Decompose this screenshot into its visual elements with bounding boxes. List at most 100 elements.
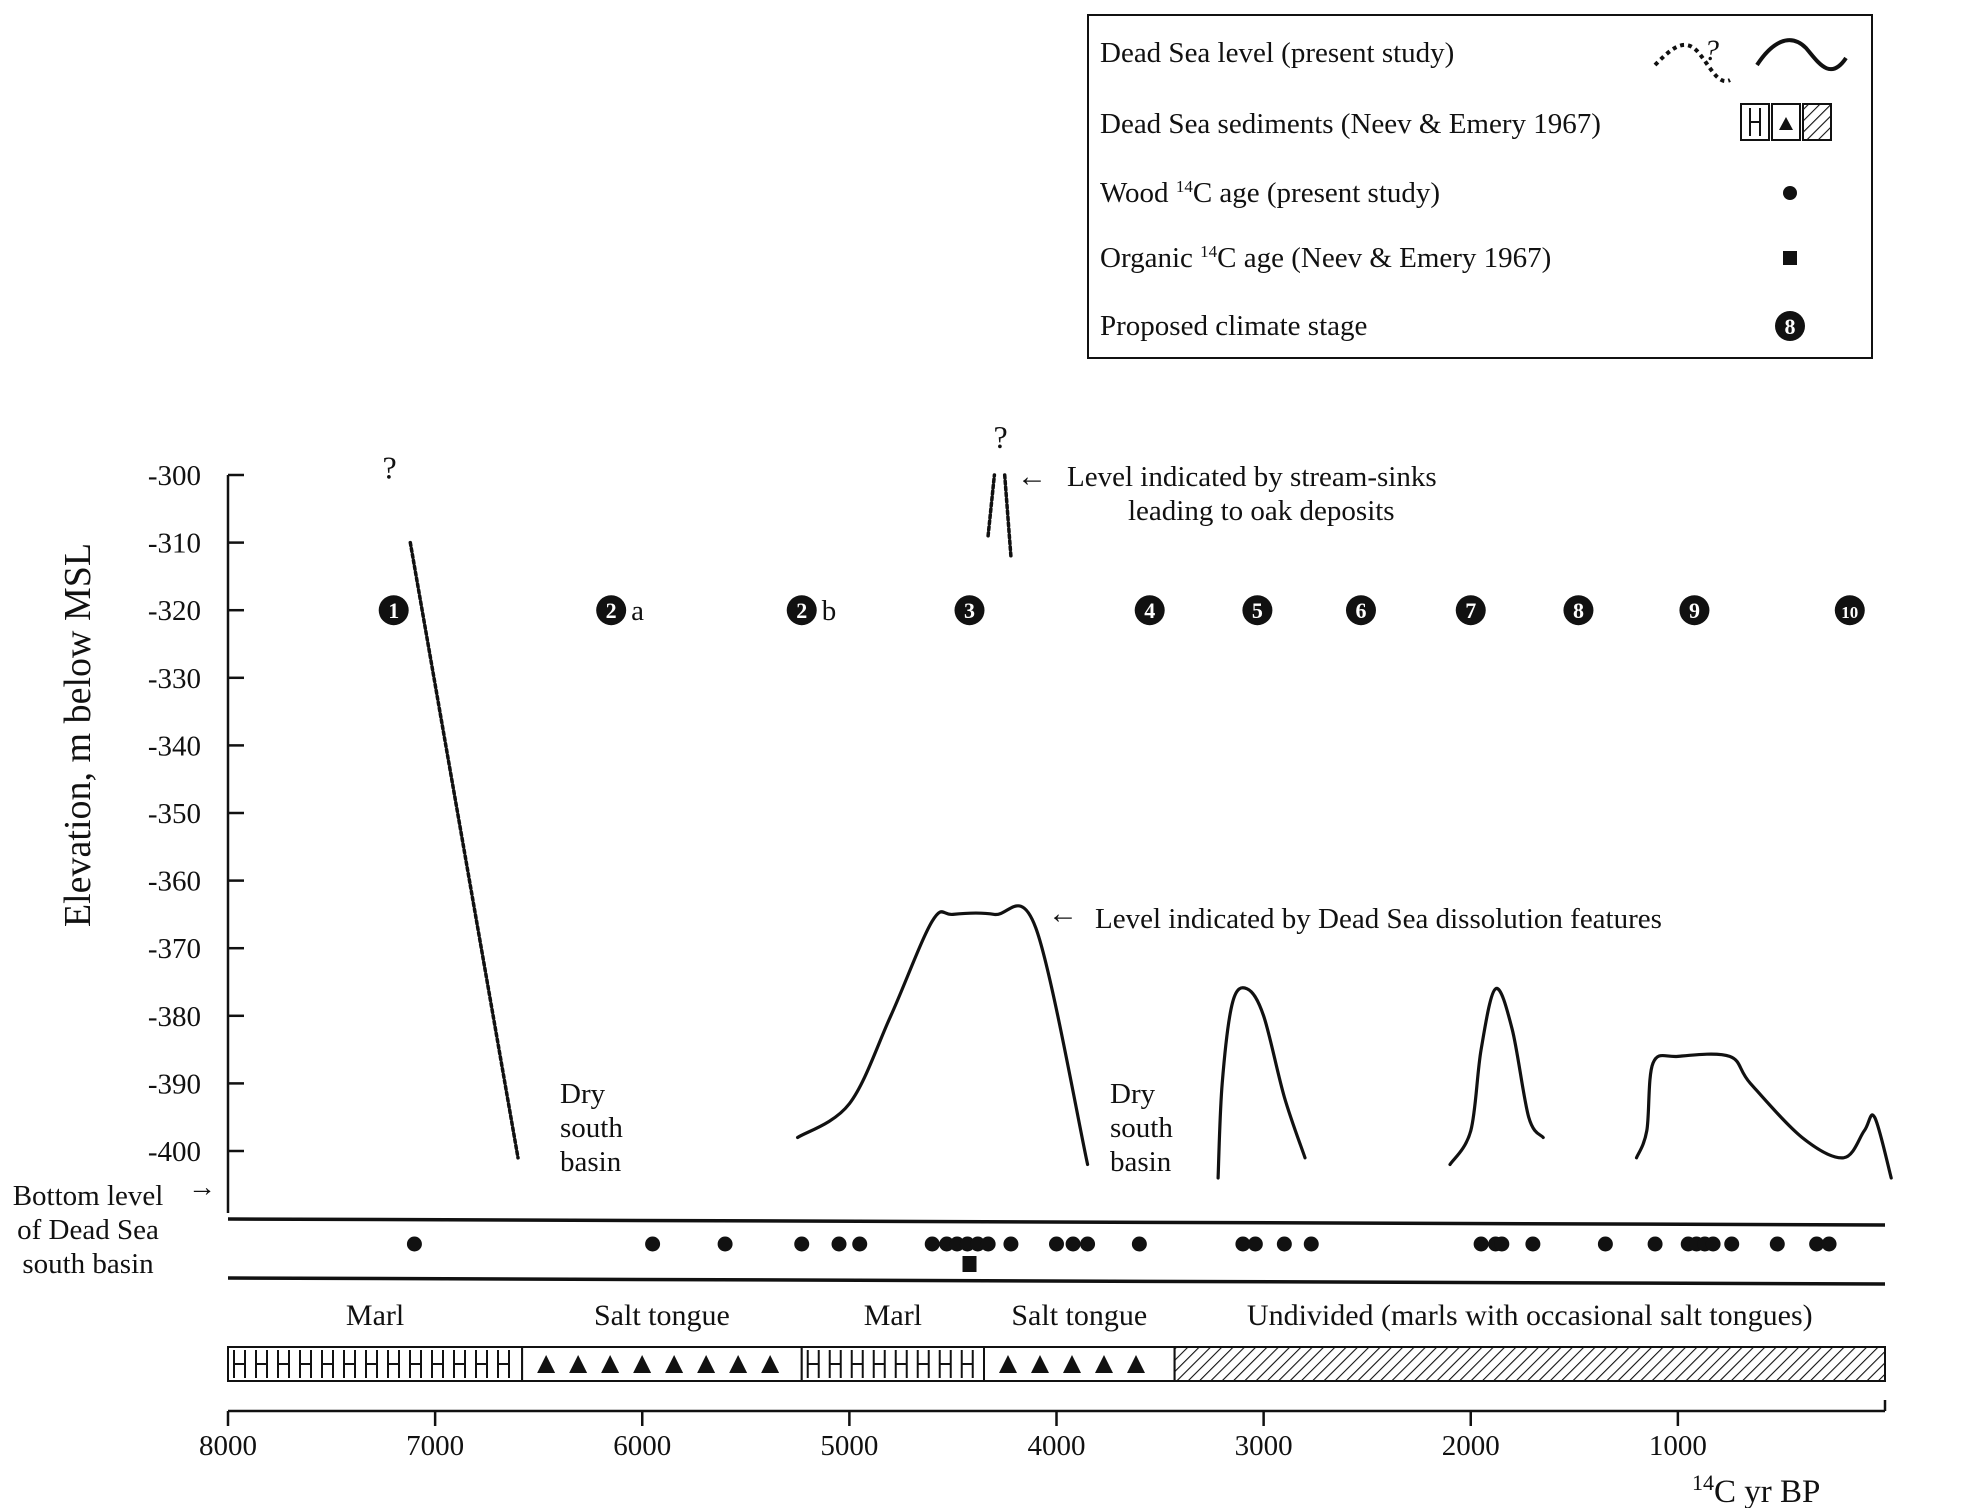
climate-stage-suffix: a	[631, 595, 644, 627]
climate-stage-suffix: b	[822, 595, 837, 627]
legend-wave-solid	[1755, 38, 1848, 72]
climate-stage-marker	[1242, 595, 1273, 626]
y-tick-label: -310	[148, 528, 201, 560]
level-curve-solid	[796, 904, 1090, 1167]
climate-stage-marker	[1563, 595, 1594, 626]
y-tick-label: -370	[148, 933, 201, 965]
curve-question-mark: ?	[382, 449, 396, 485]
legend-label-organic-sup: 14	[1200, 242, 1218, 261]
annotation-stream-sinks-arrow: ←	[1017, 460, 1047, 493]
x-tick-label: 1000	[1649, 1430, 1707, 1462]
sediment-salt-triangle	[633, 1355, 652, 1373]
climate-stage-marker	[596, 595, 627, 626]
wood-age-point	[1003, 1236, 1019, 1252]
sediment-salt-triangle	[1031, 1355, 1050, 1373]
x-axis: 8000 7000 6000 5000 4000 3000 2000 1000	[199, 1400, 1887, 1462]
sediment-salt-triangle	[697, 1355, 716, 1373]
legend-label-level: Dead Sea level (present study)	[1100, 37, 1454, 69]
curve-marks: ??	[382, 419, 1007, 485]
y-tick-label: -300	[148, 460, 201, 492]
climate-stage-number: 6	[1355, 598, 1366, 623]
legend-frame	[1087, 14, 1873, 359]
x-tick-label: 3000	[1235, 1430, 1293, 1462]
level-curve-solid	[1634, 1052, 1893, 1180]
annotation-bottom-level-line1: Bottom level	[13, 1180, 164, 1212]
wood-age-point	[406, 1236, 422, 1252]
legend-box-hatch	[1802, 103, 1832, 141]
y-axis: -300 -310 -320 -330 -340 -350 -360 -370 -380 -390…	[148, 460, 244, 1213]
y-axis-label: Elevation, m below MSL	[57, 543, 99, 927]
annotation-dry-basin-1-line1: Dry	[560, 1078, 606, 1110]
legend-symbol-climate-stage: 8	[1775, 311, 1805, 341]
level-curve-solid	[1216, 986, 1307, 1180]
annotation-dry-basin-1-line3: basin	[560, 1146, 622, 1178]
climate-stage-number: 2	[606, 598, 617, 623]
x-tick-label: 8000	[199, 1430, 257, 1462]
annotation-dissolution-arrow: ←	[1048, 897, 1078, 930]
sediment-salt-triangle	[537, 1355, 556, 1373]
wood-age-point	[970, 1236, 986, 1252]
x-tick-label: 4000	[1028, 1430, 1086, 1462]
climate-stage-number: 2	[796, 598, 807, 623]
sediment-salt-triangle	[665, 1355, 684, 1373]
wood-age-point	[1080, 1236, 1096, 1252]
sediment-salt-triangle	[601, 1355, 620, 1373]
climate-stage-marker	[1679, 595, 1710, 626]
climate-stage-marker	[1134, 595, 1165, 626]
wood-age-point	[1235, 1236, 1251, 1252]
y-tick-label: -390	[148, 1068, 201, 1100]
wood-age-point	[1303, 1236, 1319, 1252]
climate-stage-number: 10	[1841, 603, 1858, 622]
wood-age-point	[794, 1236, 810, 1252]
organic-age-point	[962, 1256, 977, 1272]
level-curve-solid	[1448, 987, 1545, 1167]
legend-wave-dashed	[1653, 43, 1731, 84]
y-tick-label: -400	[148, 1136, 201, 1168]
annotation-stream-sinks-line1: Level indicated by stream-sinks	[1067, 461, 1437, 493]
climate-stage-marker	[954, 595, 985, 626]
sediment-hatch-box	[1173, 1346, 1886, 1382]
age-band-top-line	[227, 1217, 1886, 1227]
level-curves	[408, 473, 1893, 1180]
legend-label-wood-sup: 14	[1176, 177, 1194, 196]
climate-stage-number: 5	[1252, 598, 1263, 623]
sediment-unit-label: Undivided (marls with occasional salt to…	[1247, 1299, 1813, 1332]
x-tick-label: 5000	[820, 1430, 878, 1462]
wood-age-point	[949, 1236, 965, 1252]
y-tick-label: -360	[148, 866, 201, 898]
annotation-bottom-level-line2: of Dead Sea	[17, 1214, 159, 1246]
legend-stage-circle	[1775, 311, 1805, 341]
wood-age-point	[1597, 1236, 1613, 1252]
wood-age-point	[1049, 1236, 1064, 1252]
climate-stages: 1 2 a 2 b 3 4 5 6 7 8 9 10	[378, 595, 1865, 627]
wood-age-point	[1705, 1236, 1721, 1252]
legend-label-organic: Organic 14C age (Neev & Emery 1967)	[1100, 242, 1551, 274]
sediment-unit-label: Salt tongue	[594, 1299, 730, 1332]
climate-stage-marker	[1345, 595, 1376, 626]
x-tick-label: 6000	[613, 1430, 671, 1462]
sediment-column: Marl Salt tongue Marl Salt tongue Undivided …	[227, 1299, 1886, 1382]
legend-symbol-sediments	[1740, 103, 1832, 141]
legend: Dead Sea level (present study) Dead Sea …	[1087, 14, 1873, 359]
wood-age-point	[831, 1236, 847, 1252]
sediment-box	[983, 1346, 1176, 1382]
wood-age-point	[1724, 1236, 1740, 1252]
climate-stage-marker	[378, 595, 409, 626]
annotation-dry-basin-2-line2: south	[1110, 1112, 1173, 1144]
annotation-dry-basin-1-line2: south	[560, 1112, 623, 1144]
legend-label-wood: Wood 14C age (present study)	[1100, 177, 1440, 209]
wood-age-point	[939, 1236, 955, 1252]
wood-age-point	[924, 1236, 940, 1252]
level-curve-dashed	[986, 473, 997, 538]
climate-stage-number: 1	[388, 598, 399, 623]
y-tick-label: -340	[148, 730, 201, 762]
x-tick-label: 2000	[1442, 1430, 1500, 1462]
annotation-dissolution: Level indicated by Dead Sea dissolution …	[1095, 903, 1662, 935]
legend-label-organic-part-1: Organic	[1100, 242, 1200, 274]
annotation-dry-basin-2-line1: Dry	[1110, 1078, 1156, 1110]
sediment-salt-triangle	[1063, 1355, 1082, 1373]
sediment-salt-triangle	[569, 1355, 588, 1373]
legend-label-sediments: Dead Sea sediments (Neev & Emery 1967)	[1100, 108, 1601, 140]
climate-stage-number: 7	[1465, 598, 1476, 623]
